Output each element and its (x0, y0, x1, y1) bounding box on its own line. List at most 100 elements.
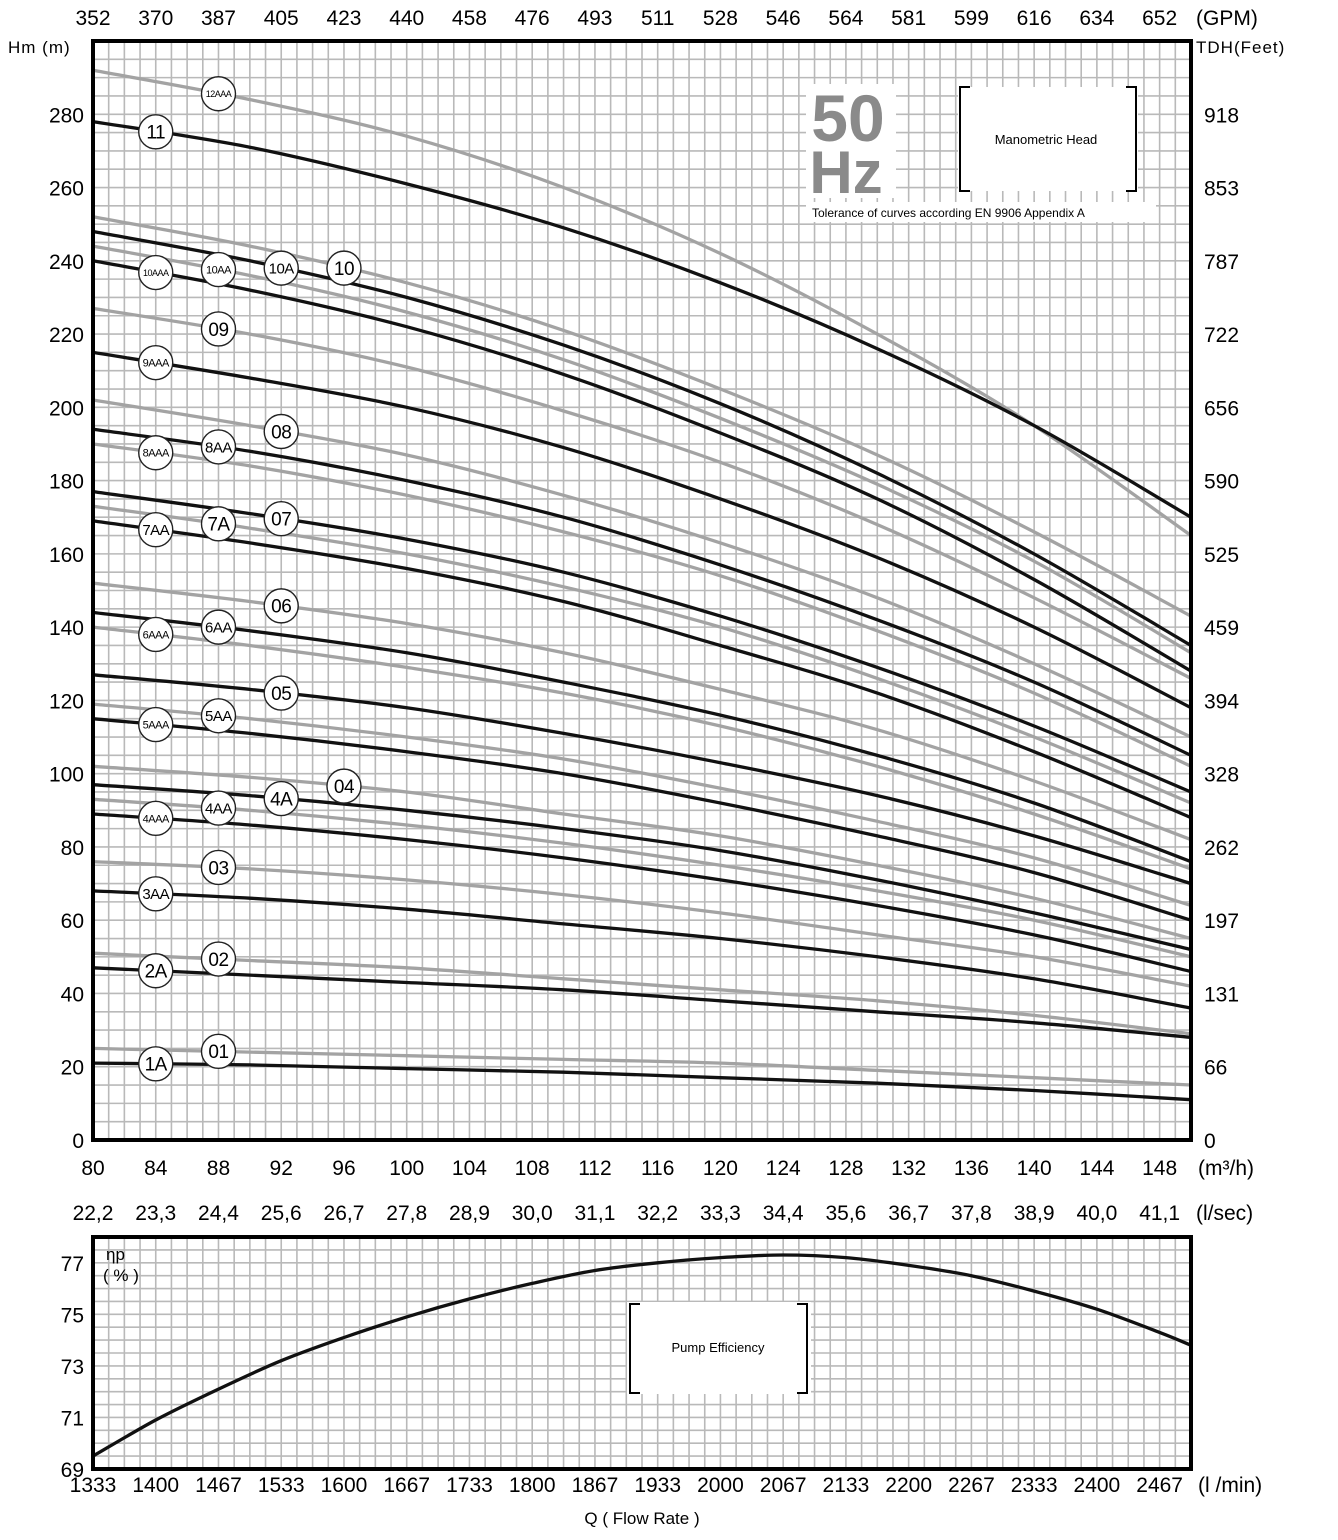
curve-badge-label: 8AAA (143, 448, 170, 460)
head-feet-tick-label: 525 (1204, 544, 1239, 567)
head-m-tick-label: 100 (49, 764, 84, 787)
efficiency-curve (92, 1253, 1192, 1458)
lmin-tick-label: 1867 (572, 1474, 619, 1497)
flow-rate-title: Q ( Flow Rate ) (584, 1509, 699, 1528)
m3h-tick-label: 104 (452, 1157, 487, 1180)
curve-badge-label: 6AAA (143, 629, 170, 641)
lmin-tick-label: 1533 (258, 1474, 305, 1497)
curve-badge-10a (263, 250, 299, 286)
gpm-tick-label: 458 (452, 7, 487, 30)
curve-badge-7a (200, 506, 237, 542)
head-m-tick-label: 20 (61, 1057, 84, 1080)
m3h-tick-label: 128 (828, 1157, 863, 1180)
lsec-tick-label: 26,7 (324, 1202, 365, 1225)
curve-badge-label: 8AA (205, 439, 232, 456)
lsec-tick-label: 37,8 (951, 1202, 992, 1225)
head-curve-5aa (92, 702, 1192, 908)
head-feet-tick-label: 0 (1204, 1130, 1216, 1153)
efficiency-tick-label: 73 (61, 1356, 84, 1379)
lmin-tick-label: 1400 (132, 1474, 179, 1497)
curve-badge-5aa (200, 698, 237, 734)
manometric-head-box: Manometric Head (958, 86, 1138, 192)
lsec-tick-label: 41,1 (1139, 1202, 1180, 1225)
lsec-tick-label: 33,3 (700, 1202, 741, 1225)
efficiency-tick-label: 75 (61, 1304, 84, 1327)
gpm-tick-label: 528 (703, 7, 738, 30)
curve-badge-10 (326, 250, 362, 286)
efficiency-tick-label: 71 (61, 1407, 84, 1430)
lsec-tick-label: 40,0 (1076, 1202, 1117, 1225)
tolerance-note-box: Tolerance of curves according EN 9906 Ap… (806, 202, 1156, 222)
head-curve-4aa (92, 797, 1192, 959)
curve-badge-label: 10AAA (143, 268, 169, 278)
frequency-unit: Hz (809, 139, 882, 206)
curve-badge-label: 10AA (206, 265, 232, 277)
head-feet-tick-label: 131 (1204, 983, 1239, 1006)
head-plot-frame (91, 39, 1193, 1142)
curve-badge-label: 12AAA (206, 89, 232, 99)
lmin-tick-label: 2000 (697, 1474, 744, 1497)
head-m-tick-label: 140 (49, 617, 84, 640)
curve-badge-label: 4AA (205, 801, 232, 818)
curve-badge-label: 3AA (142, 886, 169, 903)
head-m-tick-label: 200 (49, 397, 84, 420)
gpm-tick-label: 440 (389, 7, 424, 30)
lsec-tick-label: 35,6 (825, 1202, 866, 1225)
curve-badge-label: 5AAA (143, 720, 170, 732)
gpm-tick-label: 511 (641, 7, 674, 30)
gpm-tick-label: 546 (766, 7, 801, 30)
curve-badge-04 (326, 768, 362, 804)
curve-badge-label: 05 (271, 684, 291, 705)
lmin-tick-label: 2333 (1011, 1474, 1058, 1497)
lmin-tick-label: 1600 (321, 1474, 368, 1497)
head-m-tick-label: 260 (49, 178, 84, 201)
lsec-tick-label: 36,7 (888, 1202, 929, 1225)
curve-badge-label: 2A (145, 962, 168, 983)
lsec-tick-label: 25,6 (261, 1202, 302, 1225)
gpm-tick-label: 370 (138, 7, 173, 30)
head-feet-tick-label: 197 (1204, 910, 1239, 933)
head-curve-7aa (92, 519, 1192, 820)
curve-badge-4a (263, 780, 299, 817)
head-curve-8aaa (92, 442, 1192, 768)
gpm-tick-label: 387 (201, 7, 236, 30)
lmin-tick-label: 2067 (760, 1474, 807, 1497)
head-m-tick-label: 180 (49, 471, 84, 494)
head-curve-09 (92, 306, 1192, 680)
gpm-tick-label: 652 (1142, 7, 1177, 30)
m3h-tick-label: 116 (641, 1157, 674, 1180)
head-curve-4aaa (92, 812, 1192, 974)
head-curve-8aa (92, 427, 1192, 757)
head-feet-tick-label: 918 (1204, 104, 1239, 127)
head-curve-9aaa (92, 350, 1192, 710)
gpm-tick-label: 599 (954, 7, 989, 30)
head-feet-tick-label: 262 (1204, 837, 1239, 860)
lmin-tick-label: 2200 (885, 1474, 932, 1497)
m3h-tick-label: 124 (766, 1157, 801, 1180)
curve-badge-label: 10 (334, 259, 354, 280)
head-grid (93, 41, 1191, 1140)
curve-badge-label: 07 (271, 510, 291, 531)
curve-badge-03 (200, 849, 237, 886)
gpm-unit: (GPM) (1196, 7, 1258, 30)
lmin-tick-label: 1933 (634, 1474, 681, 1497)
gpm-tick-label: 564 (828, 7, 863, 30)
lmin-tick-label: 2400 (1074, 1474, 1121, 1497)
curve-badge-10aaa (138, 254, 174, 291)
curve-badge-label: 03 (208, 858, 228, 879)
head-feet-tick-label: 656 (1204, 397, 1239, 420)
efficiency-tick-label: 77 (61, 1253, 84, 1276)
head-curve-2a (92, 966, 1192, 1040)
curve-badge-11 (138, 114, 174, 150)
head-m-tick-label: 60 (61, 910, 84, 933)
efficiency-curves (92, 1253, 1192, 1458)
curve-badge-label: 11 (146, 123, 165, 144)
lsec-tick-label: 30,0 (512, 1202, 553, 1225)
curve-badge-02 (200, 941, 237, 977)
lmin-unit: (l /min) (1198, 1474, 1262, 1497)
lsec-tick-label: 32,2 (637, 1202, 678, 1225)
lmin-tick-label: 1733 (446, 1474, 493, 1497)
efficiency-symbol: ηp (106, 1245, 125, 1264)
head-feet-tick-label: 853 (1204, 178, 1239, 201)
